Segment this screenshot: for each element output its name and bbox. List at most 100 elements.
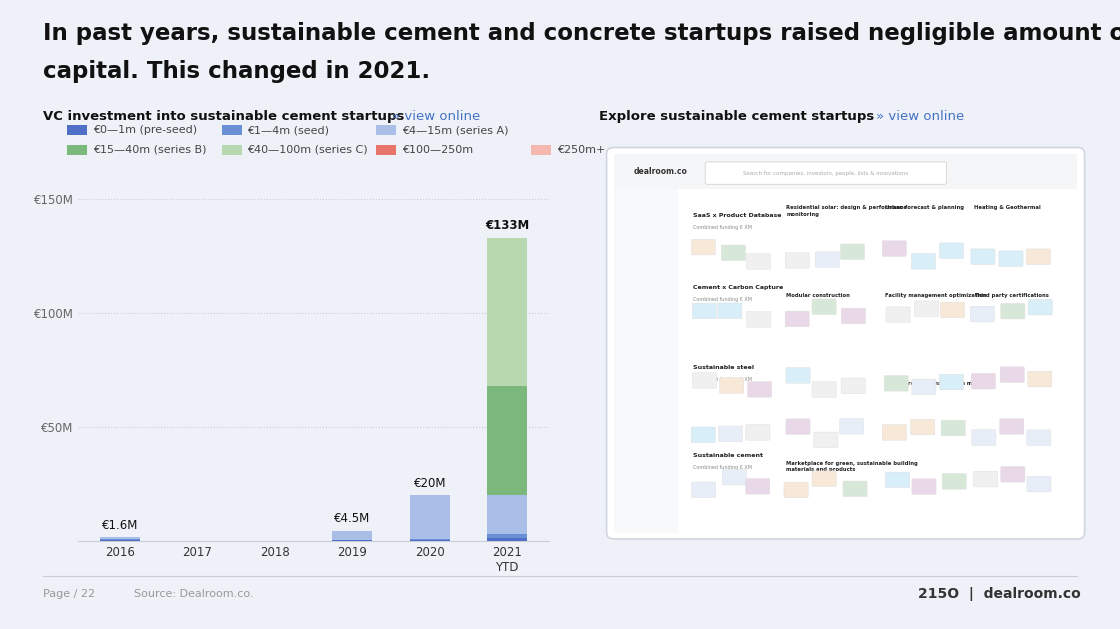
Text: Combined funding € XM: Combined funding € XM [693, 465, 752, 470]
FancyBboxPatch shape [886, 472, 909, 487]
FancyBboxPatch shape [912, 379, 936, 395]
FancyBboxPatch shape [1001, 303, 1025, 319]
FancyBboxPatch shape [747, 382, 772, 397]
FancyBboxPatch shape [971, 249, 995, 264]
Text: Search for companies, investors, people, lists & innovations: Search for companies, investors, people,… [744, 170, 908, 175]
Text: €0—1m (pre-seed): €0—1m (pre-seed) [93, 125, 197, 135]
FancyBboxPatch shape [786, 367, 810, 383]
FancyBboxPatch shape [812, 382, 837, 398]
Text: Cement x Carbon Capture: Cement x Carbon Capture [693, 286, 783, 291]
FancyBboxPatch shape [718, 303, 741, 318]
Bar [100, 537, 140, 539]
Bar [100, 539, 140, 540]
FancyBboxPatch shape [1000, 367, 1025, 382]
Text: SaaS x Product Database: SaaS x Product Database [693, 213, 782, 218]
FancyBboxPatch shape [746, 425, 769, 440]
FancyBboxPatch shape [886, 307, 911, 323]
Bar [410, 496, 450, 538]
FancyBboxPatch shape [812, 299, 837, 314]
FancyBboxPatch shape [785, 311, 810, 326]
FancyBboxPatch shape [812, 471, 837, 486]
FancyBboxPatch shape [912, 479, 936, 494]
FancyBboxPatch shape [784, 482, 809, 498]
Text: €133M: €133M [485, 219, 530, 232]
Text: Urban forecast & planning: Urban forecast & planning [885, 206, 964, 211]
FancyBboxPatch shape [785, 253, 810, 268]
FancyBboxPatch shape [691, 240, 716, 255]
FancyBboxPatch shape [1027, 476, 1051, 492]
Text: €4.5M: €4.5M [334, 512, 371, 525]
FancyBboxPatch shape [940, 374, 963, 390]
FancyBboxPatch shape [722, 469, 746, 485]
FancyBboxPatch shape [971, 374, 996, 389]
Text: Third party certifications: Third party certifications [973, 293, 1048, 298]
FancyBboxPatch shape [1000, 419, 1024, 434]
FancyBboxPatch shape [815, 252, 839, 267]
Text: VC investment into sustainable cement startups: VC investment into sustainable cement st… [43, 110, 409, 123]
FancyBboxPatch shape [843, 481, 867, 497]
Text: Combined funding € XM: Combined funding € XM [693, 298, 752, 303]
Text: In past years, sustainable cement and concrete startups raised negligible amount: In past years, sustainable cement and co… [43, 22, 1120, 45]
Text: Sustainable cement: Sustainable cement [693, 453, 763, 458]
Text: €20M: €20M [413, 477, 446, 489]
Bar [410, 538, 450, 540]
Bar [333, 531, 373, 540]
Text: dealroom.co: dealroom.co [634, 167, 688, 176]
Text: €1—4m (seed): €1—4m (seed) [248, 125, 329, 135]
Text: €250m+: €250m+ [557, 145, 605, 155]
FancyBboxPatch shape [721, 245, 746, 260]
Text: €40—100m (series C): €40—100m (series C) [248, 145, 368, 155]
Text: Combined funding € XM: Combined funding € XM [693, 377, 752, 382]
FancyBboxPatch shape [911, 420, 935, 435]
Text: Modular construction: Modular construction [786, 293, 850, 298]
FancyBboxPatch shape [914, 301, 939, 316]
FancyBboxPatch shape [614, 153, 1077, 189]
Text: capital. This changed in 2021.: capital. This changed in 2021. [43, 60, 430, 83]
FancyBboxPatch shape [692, 303, 717, 319]
FancyBboxPatch shape [706, 162, 946, 184]
Bar [487, 238, 528, 386]
Text: €15—40m (series B): €15—40m (series B) [93, 145, 206, 155]
Text: €100—250m: €100—250m [402, 145, 474, 155]
FancyBboxPatch shape [941, 302, 964, 318]
Text: » view online: » view online [876, 110, 964, 123]
FancyBboxPatch shape [973, 471, 998, 487]
FancyBboxPatch shape [692, 482, 716, 498]
FancyBboxPatch shape [614, 189, 678, 533]
Text: €1.6M: €1.6M [102, 518, 138, 532]
FancyBboxPatch shape [607, 148, 1084, 539]
Text: Heating & Geothermal: Heating & Geothermal [973, 206, 1040, 211]
Bar [487, 538, 528, 541]
FancyBboxPatch shape [912, 253, 935, 269]
FancyBboxPatch shape [1028, 299, 1053, 315]
Text: Explore sustainable cement startups: Explore sustainable cement startups [599, 110, 879, 123]
FancyBboxPatch shape [884, 376, 908, 391]
FancyBboxPatch shape [972, 430, 996, 445]
FancyBboxPatch shape [883, 425, 906, 440]
FancyBboxPatch shape [786, 419, 810, 435]
FancyBboxPatch shape [883, 241, 906, 257]
FancyBboxPatch shape [1001, 467, 1025, 482]
FancyBboxPatch shape [1026, 249, 1051, 265]
Text: Facility management optimization: Facility management optimization [885, 293, 987, 298]
FancyBboxPatch shape [942, 474, 967, 489]
Text: Sustainable steel: Sustainable steel [693, 365, 754, 370]
FancyBboxPatch shape [840, 244, 865, 260]
Bar [487, 386, 528, 496]
FancyBboxPatch shape [841, 378, 866, 394]
Text: Bio & circular construction materials: Bio & circular construction materials [885, 381, 995, 386]
FancyBboxPatch shape [692, 372, 717, 388]
Bar [487, 496, 528, 534]
FancyBboxPatch shape [1027, 430, 1051, 445]
Text: €4—15m (series A): €4—15m (series A) [402, 125, 508, 135]
FancyBboxPatch shape [999, 251, 1023, 267]
Bar [333, 540, 373, 541]
FancyBboxPatch shape [1028, 371, 1052, 387]
Text: Marketplace for green, sustainable building
materials and products: Marketplace for green, sustainable build… [786, 461, 918, 472]
FancyBboxPatch shape [746, 479, 769, 494]
Text: Residential solar: design & performance
monitoring: Residential solar: design & performance … [786, 206, 907, 216]
FancyBboxPatch shape [941, 420, 965, 436]
FancyBboxPatch shape [840, 418, 864, 434]
FancyBboxPatch shape [970, 306, 995, 322]
FancyBboxPatch shape [720, 378, 744, 393]
